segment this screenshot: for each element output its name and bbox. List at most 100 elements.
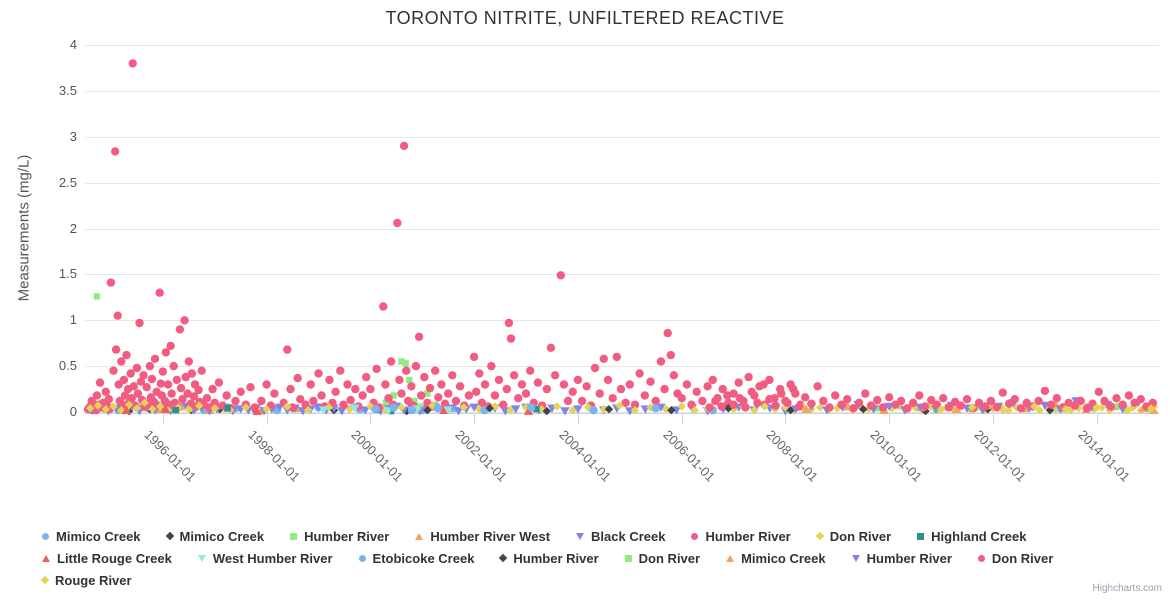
data-point-series-6[interactable] [208, 384, 217, 394]
data-point-series-6[interactable] [117, 357, 126, 366]
data-point-series-6[interactable] [550, 371, 560, 380]
data-point-series-7[interactable] [615, 401, 624, 410]
data-point-series-16[interactable] [1082, 404, 1092, 413]
data-point-series-16[interactable] [813, 382, 822, 391]
data-point-series-6[interactable] [431, 366, 440, 375]
data-point-series-7[interactable] [283, 402, 292, 411]
data-point-series-6[interactable] [288, 403, 297, 412]
data-point-series-9[interactable] [160, 404, 171, 413]
data-point-series-6[interactable] [176, 383, 186, 393]
data-point-series-6[interactable] [222, 391, 231, 400]
data-point-series-12[interactable] [604, 405, 614, 414]
data-point-series-6[interactable] [487, 361, 496, 371]
data-point-series-16[interactable] [711, 396, 720, 406]
data-point-series-16[interactable] [903, 404, 912, 413]
data-point-series-7[interactable] [750, 406, 759, 415]
data-point-series-14[interactable] [951, 404, 962, 413]
data-point-series-11[interactable] [589, 406, 598, 415]
data-point-series-6[interactable] [477, 398, 487, 407]
data-point-series-17[interactable] [936, 405, 946, 414]
data-point-series-6[interactable] [175, 325, 185, 334]
data-point-series-6[interactable] [469, 352, 479, 362]
data-point-series-16[interactable] [771, 401, 780, 410]
data-point-series-6[interactable] [595, 389, 604, 398]
data-point-series-16[interactable] [777, 389, 786, 398]
data-point-series-6[interactable] [167, 389, 176, 398]
data-point-series-16[interactable] [854, 398, 864, 407]
data-point-series-16[interactable] [1112, 394, 1121, 403]
data-point-series-16[interactable] [729, 400, 738, 409]
data-point-series-11[interactable] [527, 403, 536, 412]
data-point-series-17[interactable] [1030, 402, 1039, 411]
data-point-series-7[interactable] [117, 406, 126, 415]
data-point-series-6[interactable] [542, 384, 551, 394]
data-point-series-6[interactable] [283, 345, 292, 354]
data-point-series-16[interactable] [783, 398, 792, 407]
data-point-series-6[interactable] [590, 363, 600, 373]
data-point-series-6[interactable] [189, 392, 199, 401]
data-point-series-6[interactable] [379, 302, 388, 311]
data-point-series-11[interactable] [651, 404, 660, 413]
data-point-series-6[interactable] [95, 378, 105, 387]
data-point-series-7[interactable] [194, 401, 204, 410]
data-point-series-6[interactable] [346, 395, 355, 405]
data-point-series-6[interactable] [475, 369, 484, 378]
data-point-series-17[interactable] [968, 403, 977, 412]
data-point-series-12[interactable] [859, 405, 868, 414]
data-point-series-16[interactable] [831, 391, 840, 400]
data-point-series-6[interactable] [246, 383, 255, 392]
data-point-series-7[interactable] [630, 406, 640, 415]
data-point-series-11[interactable] [389, 403, 398, 412]
data-point-series-6[interactable] [425, 383, 435, 393]
data-point-series-6[interactable] [122, 350, 131, 360]
data-point-series-16[interactable] [1034, 396, 1043, 406]
data-point-series-7[interactable] [490, 402, 500, 411]
data-point-series-7[interactable] [537, 405, 546, 414]
data-point-series-7[interactable] [1097, 403, 1107, 412]
data-point-series-6[interactable] [183, 389, 192, 398]
data-point-series-6[interactable] [417, 391, 426, 400]
data-point-series-6[interactable] [257, 396, 266, 406]
data-point-series-6[interactable] [339, 400, 348, 409]
data-point-series-7[interactable] [140, 398, 149, 407]
data-point-series-6[interactable] [178, 395, 187, 404]
data-point-series-7[interactable] [661, 405, 671, 414]
data-point-series-6[interactable] [101, 387, 111, 396]
data-point-series-5[interactable] [337, 407, 347, 416]
data-point-series-6[interactable] [494, 375, 504, 385]
data-point-series-16[interactable] [962, 395, 972, 404]
data-point-series-7[interactable] [599, 405, 608, 414]
data-point-series-6[interactable] [126, 369, 135, 378]
data-point-series-16[interactable] [908, 398, 918, 407]
data-point-series-16[interactable] [974, 398, 984, 407]
data-point-series-6[interactable] [128, 59, 137, 68]
data-point-series-16[interactable] [920, 402, 930, 411]
data-point-series-6[interactable] [172, 375, 181, 385]
data-point-series-6[interactable] [630, 400, 640, 409]
data-point-series-6[interactable] [181, 372, 190, 382]
data-point-series-16[interactable] [1070, 401, 1080, 410]
data-point-series-7[interactable] [584, 403, 593, 412]
data-point-series-16[interactable] [1016, 404, 1026, 413]
data-point-series-16[interactable] [747, 387, 756, 396]
data-point-series-6[interactable] [414, 332, 424, 341]
data-point-series-7[interactable] [816, 403, 825, 412]
plot-area[interactable] [0, 0, 1170, 430]
data-point-series-16[interactable] [843, 395, 852, 404]
data-point-series-6[interactable] [119, 375, 129, 385]
data-point-series-6[interactable] [197, 366, 206, 375]
data-point-series-7[interactable] [864, 405, 873, 414]
data-point-series-7[interactable] [459, 403, 468, 412]
data-point-series-6[interactable] [147, 374, 157, 384]
data-point-series-6[interactable] [517, 380, 527, 389]
data-point-series-6[interactable] [656, 357, 666, 366]
data-point-series-5[interactable] [360, 406, 370, 415]
data-point-series-6[interactable] [698, 396, 707, 406]
data-point-series-6[interactable] [640, 391, 649, 400]
legend-item-11[interactable]: Etobicoke Creek [358, 550, 474, 566]
data-point-series-16[interactable] [1094, 387, 1104, 396]
data-point-series-6[interactable] [734, 378, 743, 387]
data-point-series-6[interactable] [135, 318, 144, 328]
data-point-series-6[interactable] [120, 391, 130, 400]
data-point-series-6[interactable] [573, 375, 583, 385]
